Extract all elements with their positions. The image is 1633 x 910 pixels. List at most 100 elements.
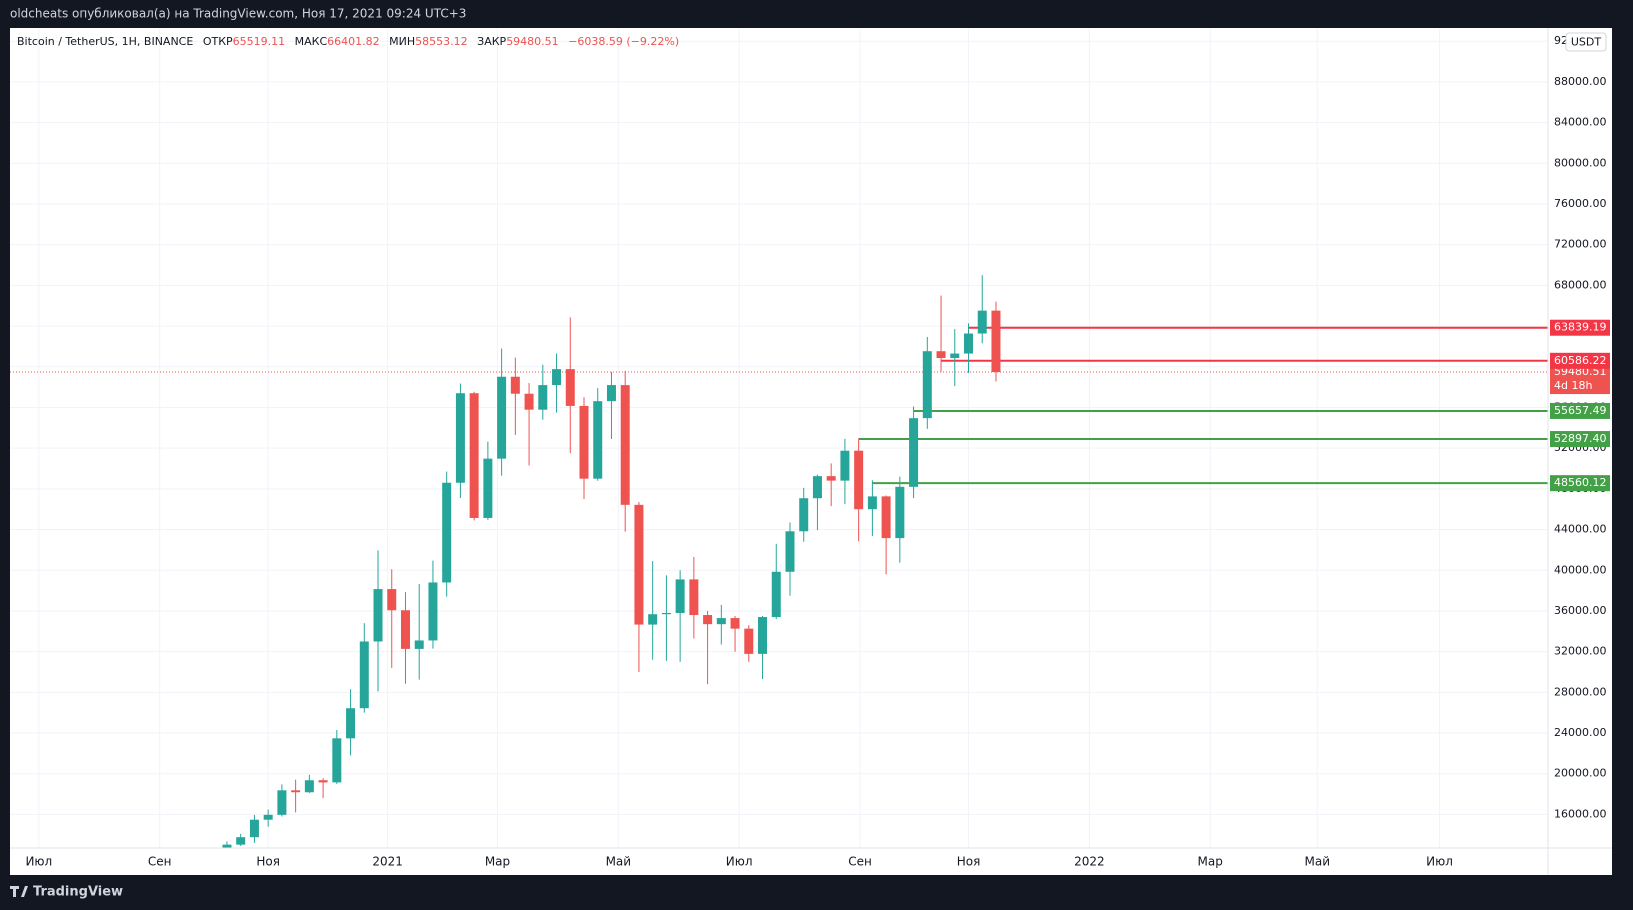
x-tick-label: Май xyxy=(1305,855,1331,869)
level-label: 48560.12 xyxy=(1554,476,1607,489)
legend-title: Bitcoin / TetherUS, 1H, BINANCE xyxy=(17,35,193,48)
legend-low-label: МИН xyxy=(389,35,415,48)
candle-body xyxy=(771,571,781,618)
candle-body xyxy=(455,393,465,483)
x-tick-label: Июл xyxy=(726,855,753,869)
x-tick-label: Ноя xyxy=(256,855,280,869)
level-label: 55657.49 xyxy=(1554,404,1607,417)
x-tick-label: Май xyxy=(606,855,632,869)
candle-body xyxy=(373,589,383,642)
legend: Bitcoin / TetherUS, 1H, BINANCE ОТКР6551… xyxy=(17,35,679,48)
level-box xyxy=(1550,319,1610,336)
candle-body xyxy=(483,458,493,518)
candle-body xyxy=(346,708,356,739)
candle-body xyxy=(510,376,520,394)
last-price-box xyxy=(1550,364,1610,395)
candle-body xyxy=(552,369,562,386)
candle-body xyxy=(826,476,836,481)
candle-body xyxy=(703,615,713,625)
chart-area xyxy=(10,28,1612,875)
candle-body xyxy=(895,486,905,539)
candle-body xyxy=(689,579,699,616)
x-tick-label: Мар xyxy=(1198,855,1223,869)
candle-body xyxy=(469,393,479,518)
candle-body xyxy=(648,614,658,625)
logo-icon xyxy=(10,886,28,897)
candle-body xyxy=(964,333,974,354)
candle-body xyxy=(236,837,246,845)
legend-change: −6038.59 (−9.22%) xyxy=(568,35,679,48)
candle-body xyxy=(442,482,452,583)
level-box xyxy=(1550,352,1610,369)
x-tick-label: Июл xyxy=(25,855,52,869)
grid xyxy=(10,29,1548,848)
price-axis xyxy=(1548,28,1612,875)
candle-body xyxy=(936,351,946,359)
candle-body xyxy=(867,496,877,510)
candle-body xyxy=(661,612,671,615)
legend-high: 66401.82 xyxy=(327,35,380,48)
candle-body xyxy=(606,385,616,402)
publisher: oldcheats опубликовал(а) на TradingView.… xyxy=(10,7,466,21)
countdown: 4d 18h xyxy=(1554,379,1592,392)
y-tick-label: 28000.00 xyxy=(1554,685,1607,698)
candle-body xyxy=(620,385,630,505)
candle-body xyxy=(428,582,438,641)
candle-body xyxy=(263,814,273,820)
candle-body xyxy=(249,819,259,838)
level-box xyxy=(1550,402,1610,419)
x-tick-label: Сен xyxy=(148,855,172,869)
x-tick-label: 2022 xyxy=(1074,855,1105,869)
legend-close: 59480.51 xyxy=(506,35,559,48)
candle-body xyxy=(675,579,685,613)
candle-body xyxy=(593,401,603,479)
y-tick-label: 72000.00 xyxy=(1554,238,1607,251)
level-box xyxy=(1550,475,1610,492)
level-box xyxy=(1550,431,1610,448)
candle-body xyxy=(758,617,768,654)
y-tick-label: 36000.00 xyxy=(1554,604,1607,617)
candle-body xyxy=(414,640,424,649)
currency[interactable]: USDT xyxy=(1571,36,1602,49)
y-tick-label: 24000.00 xyxy=(1554,726,1607,739)
y-tick-label: 80000.00 xyxy=(1554,156,1607,169)
y-tick-label: 40000.00 xyxy=(1554,563,1607,576)
candle-body xyxy=(785,531,795,572)
candle-body xyxy=(291,790,301,793)
candle-body xyxy=(565,369,575,406)
legend-low: 58553.12 xyxy=(415,35,468,48)
candle-body xyxy=(977,310,987,334)
x-tick-label: 2021 xyxy=(372,855,403,869)
candle-body xyxy=(634,504,644,625)
candle-body xyxy=(400,610,410,649)
brand: TradingView xyxy=(33,885,123,900)
currency-box[interactable] xyxy=(1565,32,1607,52)
candle-body xyxy=(497,376,507,459)
candle-body xyxy=(991,310,1001,373)
y-tick-label: 68000.00 xyxy=(1554,278,1607,291)
candle-body xyxy=(318,780,328,783)
candle-body xyxy=(854,450,864,510)
level-label: 60586.22 xyxy=(1554,354,1607,367)
legend-close-label: ЗАКР xyxy=(477,35,506,48)
candle-body xyxy=(579,405,589,479)
candle-body xyxy=(538,385,548,410)
candle-body xyxy=(716,618,726,625)
brand-logo xyxy=(10,886,28,897)
candle-body xyxy=(277,790,287,815)
candle-body xyxy=(744,628,754,654)
legend-high-label: МАКС xyxy=(295,35,328,48)
candle-body xyxy=(304,780,314,793)
legend-open: 65519.11 xyxy=(233,35,286,48)
candle-body xyxy=(524,393,534,410)
candle-body xyxy=(387,589,397,611)
x-tick-label: Ноя xyxy=(957,855,981,869)
candle-body xyxy=(332,738,342,783)
time-axis xyxy=(10,848,1612,875)
candle-body xyxy=(909,418,919,487)
candle-body xyxy=(840,450,850,481)
candle-body xyxy=(881,496,891,539)
level-label: 63839.19 xyxy=(1554,321,1607,334)
